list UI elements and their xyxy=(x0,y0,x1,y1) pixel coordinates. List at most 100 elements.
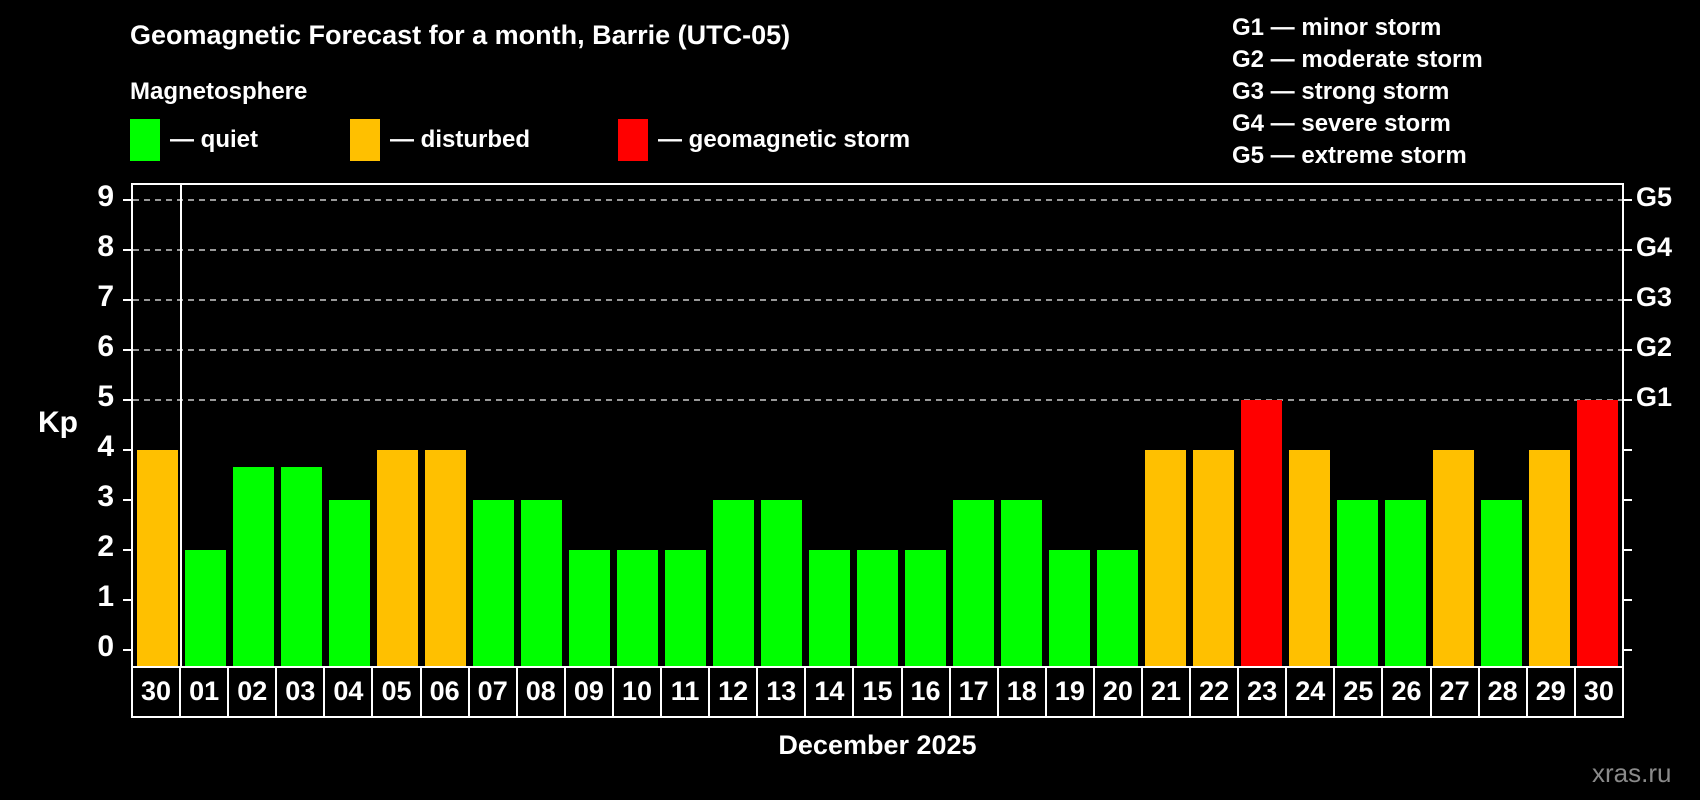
bar-day-15 xyxy=(856,550,898,666)
chart-title: Geomagnetic Forecast for a month, Barrie… xyxy=(130,20,791,50)
right-axis-label-G3: G3 xyxy=(1636,282,1673,312)
y-axis-label-5: 5 xyxy=(97,380,114,413)
y-axis-label-4: 4 xyxy=(97,430,114,463)
x-axis-day-label: 09 xyxy=(566,668,614,716)
x-axis-day-label: 08 xyxy=(518,668,566,716)
right-axis-tick xyxy=(1622,599,1632,601)
x-axis-day-label: 22 xyxy=(1191,668,1240,716)
bar-day-30 xyxy=(1577,400,1619,666)
bar-day-06 xyxy=(424,450,466,666)
legend-label-disturbed: — disturbed xyxy=(390,126,531,153)
g-scale-legend-line: G4 — severe storm xyxy=(1232,110,1451,137)
x-axis-day-label: 20 xyxy=(1095,668,1143,716)
x-axis-day-label: 23 xyxy=(1239,668,1288,716)
x-axis-day-label: 10 xyxy=(614,668,663,716)
y-axis-tick xyxy=(123,299,133,301)
y-axis-label-8: 8 xyxy=(97,230,114,263)
x-axis-day-label: 18 xyxy=(999,668,1047,716)
y-axis-label-6: 6 xyxy=(97,330,114,363)
storm-color-swatch xyxy=(618,119,648,161)
y-axis-tick xyxy=(123,549,133,551)
right-axis-tick xyxy=(1622,499,1632,501)
bar-day-13 xyxy=(760,500,802,666)
x-axis-day-label: 11 xyxy=(662,668,711,716)
disturbed-color-swatch xyxy=(350,119,380,161)
chart-subtitle: Magnetosphere xyxy=(130,78,308,105)
y-axis-title: Kp xyxy=(38,406,78,439)
right-axis-tick xyxy=(1622,299,1632,301)
x-axis-day-label: 13 xyxy=(758,668,807,716)
bar-day-04 xyxy=(328,500,370,666)
bar-day-29 xyxy=(1529,450,1571,666)
legend-item-disturbed: — disturbed xyxy=(350,118,530,162)
g-scale-legend-line: G1 — minor storm xyxy=(1232,14,1442,41)
gridline-kp-5 xyxy=(133,399,1622,401)
bar-day-27 xyxy=(1433,450,1475,666)
x-axis-day-label: 30 xyxy=(1583,676,1614,706)
right-axis-label-G1: G1 xyxy=(1636,382,1673,412)
g-scale-legend-line: G2 — moderate storm xyxy=(1232,46,1483,73)
bar-day-21 xyxy=(1145,450,1187,666)
right-axis-label-G5: G5 xyxy=(1636,182,1673,212)
bar-day-19 xyxy=(1049,550,1091,666)
x-axis-day-label: 24 xyxy=(1287,668,1336,716)
y-axis-label-1: 1 xyxy=(97,580,114,613)
g-scale-legend: G1 — minor storm G2 — moderate storm G3 … xyxy=(1232,12,1483,172)
bar-day-11 xyxy=(664,550,706,666)
y-axis-tick xyxy=(123,499,133,501)
bar-day-05 xyxy=(376,450,418,666)
right-axis-label-G2: G2 xyxy=(1636,332,1673,362)
y-axis-tick xyxy=(123,449,133,451)
x-axis-day-label: 01 xyxy=(181,668,230,716)
bar-day-16 xyxy=(905,550,947,666)
bar-day-10 xyxy=(616,550,658,666)
x-axis-day-label: 27 xyxy=(1432,668,1480,716)
bar-day-09 xyxy=(568,550,610,666)
bar-day-01 xyxy=(184,550,226,666)
gridline-kp-9 xyxy=(133,199,1622,201)
x-axis-day-label: 06 xyxy=(422,668,470,716)
x-axis-day-label: 26 xyxy=(1383,668,1432,716)
bar-day-20 xyxy=(1097,550,1139,666)
bar-day-26 xyxy=(1385,500,1427,666)
bar-day-07 xyxy=(472,500,514,666)
right-axis-tick xyxy=(1622,249,1632,251)
gridline-kp-6 xyxy=(133,349,1622,351)
x-axis-day-label: 21 xyxy=(1143,668,1192,716)
bar-day-12 xyxy=(712,500,754,666)
bar-day-08 xyxy=(520,500,562,666)
x-axis-day-labels-row: 30 01 02 03 04 05 06 07 08 09 10 11 12 13 14 15 16 17 18 19… xyxy=(131,666,1624,718)
bar-day-25 xyxy=(1337,500,1379,666)
gridline-kp-7 xyxy=(133,299,1622,301)
legend-item-storm: — geomagnetic storm xyxy=(618,118,910,162)
x-axis-day-label: 05 xyxy=(373,668,422,716)
bar-day-18 xyxy=(1001,500,1043,666)
right-axis-label-G4: G4 xyxy=(1636,232,1673,262)
bar-day-30 xyxy=(136,450,178,666)
y-axis-label-2: 2 xyxy=(97,530,114,563)
right-axis-tick xyxy=(1622,449,1632,451)
x-axis-day-label: 19 xyxy=(1047,668,1095,716)
right-axis-tick xyxy=(1622,199,1632,201)
y-axis-tick xyxy=(123,399,133,401)
g-scale-legend-line: G5 — extreme storm xyxy=(1232,142,1467,169)
plot-area xyxy=(123,183,1632,668)
right-axis-tick xyxy=(1622,549,1632,551)
y-axis-tick xyxy=(123,249,133,251)
bar-day-03 xyxy=(280,466,322,666)
x-axis-day-label: 07 xyxy=(470,668,518,716)
x-axis-day-label: 30 xyxy=(133,668,182,716)
right-axis-tick xyxy=(1622,399,1632,401)
x-axis-day-label: 16 xyxy=(903,668,951,716)
x-axis-day-label: 12 xyxy=(710,668,759,716)
bar-day-23 xyxy=(1241,400,1283,666)
x-axis-day-label: 29 xyxy=(1528,668,1576,716)
x-axis-day-label: 28 xyxy=(1480,668,1528,716)
x-axis-day-label: 04 xyxy=(325,668,374,716)
y-axis-label-0: 0 xyxy=(97,630,114,663)
y-axis-tick xyxy=(123,599,133,601)
legend-label-storm: — geomagnetic storm xyxy=(658,126,911,153)
x-axis-day-label: 25 xyxy=(1335,668,1384,716)
legend-item-quiet: — quiet xyxy=(130,118,258,162)
